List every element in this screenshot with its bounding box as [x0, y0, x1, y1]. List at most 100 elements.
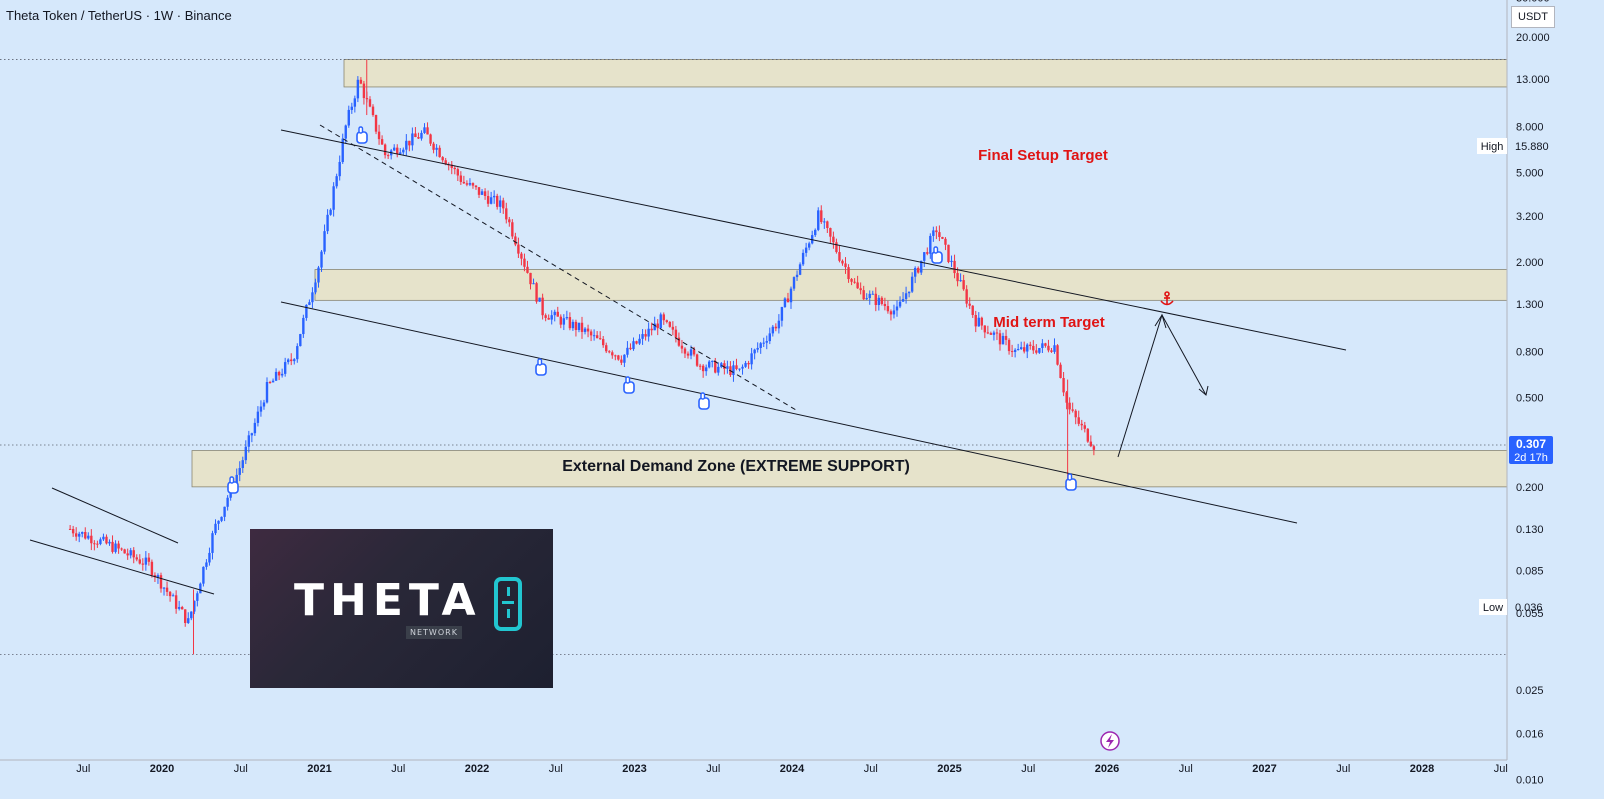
time-tick-label: 2024	[780, 763, 805, 775]
candle-body	[402, 149, 405, 153]
candle-body	[795, 274, 799, 278]
currency-badge[interactable]: USDT	[1511, 6, 1555, 28]
candle-body	[214, 523, 217, 534]
candle-body	[971, 305, 974, 315]
candle-body	[71, 529, 75, 534]
candle-body	[947, 244, 950, 263]
price-tick-label: 3.200	[1516, 211, 1544, 223]
candle-body	[1059, 364, 1062, 379]
hand-palm	[227, 481, 239, 494]
candle-body	[923, 252, 926, 261]
time-tick-label: 2026	[1095, 763, 1119, 775]
candle-body	[608, 351, 611, 353]
hand-pointer-icon	[227, 476, 239, 494]
candle-body	[605, 345, 608, 352]
candle-body	[998, 333, 1002, 345]
candle-body	[205, 562, 208, 567]
candle-body	[323, 231, 326, 252]
candle-body	[747, 362, 750, 365]
candle-body	[405, 140, 408, 150]
candle-body	[559, 316, 562, 325]
candle-body	[901, 299, 905, 302]
candle-body	[920, 260, 923, 273]
early-channel-bottom[interactable]	[29, 539, 215, 595]
hand-finger	[229, 476, 235, 484]
price-tick-label: 30.000	[1516, 0, 1550, 4]
candle-body	[571, 321, 575, 329]
candle-body	[592, 335, 596, 337]
dashed-trendline[interactable]	[319, 124, 797, 411]
candle-body	[562, 318, 566, 325]
candle-body	[1013, 349, 1017, 352]
candle-body	[565, 317, 569, 319]
candle-body	[532, 283, 535, 285]
theta-logo: THETA NETWORK	[250, 529, 553, 688]
candle-body	[211, 533, 214, 553]
candle-body	[1083, 425, 1086, 429]
candle-body	[320, 251, 323, 268]
candle-body	[847, 267, 850, 280]
low-label-box	[1479, 599, 1507, 615]
candle-body	[541, 297, 544, 316]
candle-body	[296, 346, 299, 360]
candle-body	[723, 363, 726, 369]
candle-body	[168, 591, 172, 597]
candle-body	[129, 550, 132, 556]
candle-body	[671, 326, 675, 330]
hand-pointer-icon	[698, 392, 710, 410]
candle-body	[108, 541, 111, 544]
candle-body	[765, 341, 768, 343]
candle-body	[1032, 345, 1035, 351]
candle-body	[1038, 348, 1041, 353]
candle-body	[280, 373, 284, 376]
candle-body	[798, 264, 802, 275]
candle-body	[259, 406, 263, 412]
projection-path[interactable]	[1117, 313, 1207, 458]
candle-body	[374, 115, 378, 132]
candle-body	[459, 175, 463, 182]
price-tick-label: 0.025	[1516, 685, 1544, 697]
candle-body	[629, 347, 632, 350]
time-tick-label: 2025	[937, 763, 961, 775]
candle-body	[111, 541, 114, 552]
candle-body	[895, 306, 899, 311]
candle-body	[353, 98, 357, 107]
candle-body	[641, 334, 644, 339]
candle-body	[99, 539, 102, 545]
candle-body	[144, 557, 148, 565]
candle-body	[217, 520, 220, 524]
candle-body	[426, 127, 429, 135]
price-axis[interactable]	[1507, 0, 1604, 799]
candle-body	[356, 79, 360, 99]
candle-body	[738, 368, 741, 370]
candle-body	[338, 161, 341, 177]
candle-body	[244, 446, 247, 461]
candle-body	[944, 238, 947, 245]
candle-body	[711, 360, 714, 362]
candle-body	[441, 157, 444, 161]
theta-mark-icon	[494, 577, 522, 631]
candle-body	[626, 347, 629, 355]
candle-body	[974, 314, 977, 327]
early-channel-top[interactable]	[51, 487, 179, 544]
time-tick-label: 2023	[622, 763, 646, 775]
candle-body	[78, 533, 81, 537]
candle-body	[877, 297, 881, 306]
candle-body	[114, 543, 117, 552]
candle-body	[829, 228, 832, 237]
candle-body	[96, 543, 99, 545]
candle-body	[444, 160, 447, 165]
candle-body	[632, 341, 635, 350]
candle-body	[756, 347, 759, 350]
candle-body	[362, 83, 366, 99]
lower-trendline[interactable]	[280, 301, 1298, 524]
price-tick-label: 5.000	[1516, 167, 1544, 179]
candle-body	[680, 345, 684, 349]
candle-body	[326, 214, 329, 232]
upper-trendline[interactable]	[280, 129, 1347, 351]
projection-arrowhead-down	[1198, 385, 1209, 396]
final-target-label: Final Setup Target	[978, 147, 1108, 164]
lightning-icon[interactable]	[1100, 731, 1120, 751]
candle-body	[502, 200, 505, 209]
